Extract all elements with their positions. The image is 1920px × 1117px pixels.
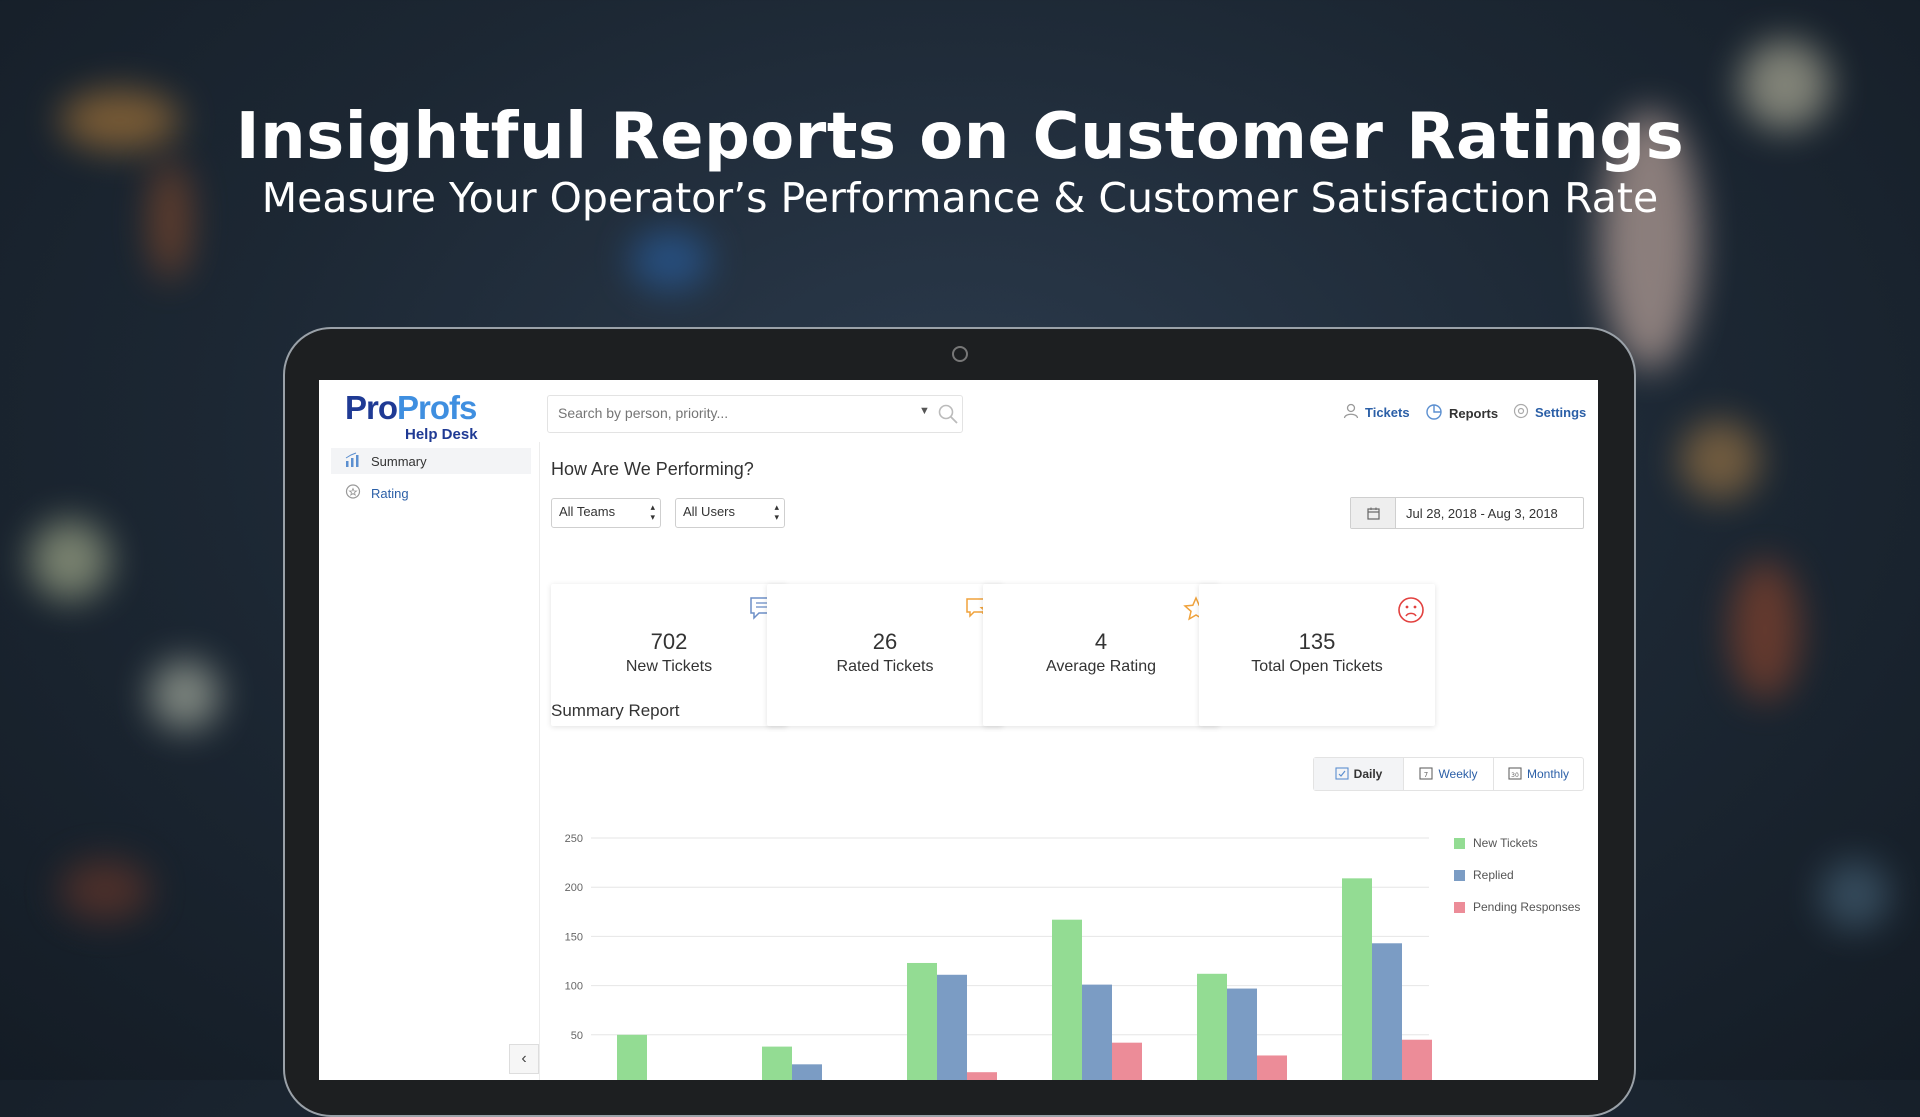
stat-value: 135 bbox=[1298, 629, 1336, 654]
bar-pending-responses[interactable] bbox=[1257, 1055, 1287, 1080]
nav-settings-label: Settings bbox=[1535, 405, 1587, 420]
period-label: Monthly bbox=[1526, 767, 1570, 781]
legend-swatch bbox=[1454, 901, 1465, 913]
nav-settings[interactable]: Settings bbox=[1513, 403, 1586, 422]
legend-label: Pending Responses bbox=[1473, 900, 1581, 914]
sidebar-item-label: Summary bbox=[371, 453, 427, 469]
search-input[interactable] bbox=[556, 404, 900, 422]
bar-pending-responses[interactable] bbox=[967, 1072, 997, 1080]
svg-text:30: 30 bbox=[1511, 772, 1519, 779]
camera-icon bbox=[952, 346, 968, 362]
nav-reports[interactable]: Reports bbox=[1425, 403, 1498, 424]
legend-swatch bbox=[1454, 869, 1465, 881]
hero-subtitle: Measure Your Operator’s Performance & Cu… bbox=[261, 174, 1659, 222]
y-tick-label: 200 bbox=[565, 882, 583, 894]
team-select-value: All Teams bbox=[559, 504, 616, 519]
nav-tickets-label: Tickets bbox=[1365, 405, 1410, 420]
stat-value: 702 bbox=[650, 629, 688, 654]
collapse-sidebar-button[interactable]: ‹ bbox=[509, 1044, 539, 1074]
nav-reports-label: Reports bbox=[1449, 406, 1499, 421]
calendar-30-icon: 30 bbox=[1508, 766, 1522, 783]
logo-subtitle: Help Desk bbox=[405, 426, 478, 443]
legend-label: Replied bbox=[1473, 868, 1514, 882]
stat-value: 26 bbox=[872, 629, 898, 654]
period-label: Weekly bbox=[1438, 767, 1478, 781]
stat-card-average-rating: 4 Average Rating bbox=[983, 584, 1219, 726]
bar-pending-responses[interactable] bbox=[1112, 1042, 1142, 1080]
logo[interactable]: ProProfs Help Desk bbox=[345, 389, 478, 444]
search-box[interactable]: ▼ bbox=[547, 395, 963, 433]
stat-card-new-tickets: 702 New Tickets bbox=[551, 584, 787, 726]
hero-title: Insightful Reports on Customer Ratings bbox=[235, 100, 1685, 174]
sidebar-item-rating[interactable]: Rating bbox=[331, 480, 531, 506]
background-bokeh bbox=[30, 40, 1890, 930]
period-weekly-button[interactable]: 7 Weekly bbox=[1404, 758, 1494, 790]
stat-label: Average Rating bbox=[1046, 658, 1156, 675]
search-dropdown-icon[interactable]: ▼ bbox=[919, 405, 930, 417]
chat-rating-icon bbox=[345, 483, 361, 503]
y-tick-label: 50 bbox=[571, 1030, 583, 1042]
bar-replied[interactable] bbox=[1227, 988, 1257, 1080]
bar-new-tickets[interactable] bbox=[1052, 919, 1082, 1080]
legend-item-new-tickets[interactable]: New Tickets bbox=[1454, 836, 1538, 850]
calendar-icon[interactable] bbox=[1351, 498, 1396, 528]
bar-replied[interactable] bbox=[937, 974, 967, 1080]
select-arrows-icon: ▴ ▾ bbox=[650, 502, 655, 522]
logo-pro: Pro bbox=[345, 389, 398, 426]
chevron-left-icon: ‹ bbox=[521, 1050, 527, 1067]
stat-card-rated-tickets: 26 Rated Tickets bbox=[767, 584, 1003, 726]
user-select-value: All Users bbox=[683, 504, 736, 519]
legend-item-pending-responses[interactable]: Pending Responses bbox=[1454, 900, 1580, 914]
page-title: How Are We Performing? bbox=[551, 459, 754, 479]
summary-report-title: Summary Report bbox=[551, 701, 680, 720]
logo-profs: Profs bbox=[397, 389, 477, 426]
period-label: Daily bbox=[1353, 767, 1383, 781]
stat-value: 4 bbox=[1094, 629, 1108, 654]
bar-pending-responses[interactable] bbox=[1402, 1039, 1432, 1080]
sidebar-item-summary[interactable]: Summary bbox=[331, 448, 531, 474]
date-range-picker[interactable]: Jul 28, 2018 - Aug 3, 2018 bbox=[1350, 497, 1584, 529]
stat-card-total-open-tickets: 135 Total Open Tickets bbox=[1199, 584, 1435, 726]
bar-new-tickets[interactable] bbox=[907, 962, 937, 1080]
legend-swatch bbox=[1454, 837, 1465, 849]
summary-bar-chart: 050100150200250 bbox=[565, 833, 1432, 1080]
pie-chart-icon bbox=[1425, 403, 1443, 424]
search-icon[interactable] bbox=[938, 404, 958, 429]
sad-face-icon bbox=[1397, 596, 1425, 629]
bar-new-tickets[interactable] bbox=[1342, 878, 1372, 1080]
user-icon bbox=[1343, 403, 1359, 422]
user-select[interactable]: All Users ▴ ▾ bbox=[675, 498, 785, 528]
bar-chart-icon bbox=[345, 452, 361, 471]
period-toggle: Daily 7 Weekly 30 Monthly bbox=[1313, 757, 1584, 791]
bar-new-tickets[interactable] bbox=[762, 1046, 792, 1080]
bar-new-tickets[interactable] bbox=[1197, 973, 1227, 1080]
calendar-7-icon: 7 bbox=[1419, 766, 1433, 783]
gear-icon bbox=[1513, 403, 1529, 422]
stat-label: Rated Tickets bbox=[836, 658, 934, 675]
stat-label: Total Open Tickets bbox=[1251, 658, 1383, 675]
stat-label: New Tickets bbox=[625, 658, 713, 675]
date-range-value: Jul 28, 2018 - Aug 3, 2018 bbox=[1406, 506, 1558, 521]
select-arrows-icon: ▴ ▾ bbox=[774, 502, 779, 522]
bar-replied[interactable] bbox=[1082, 984, 1112, 1080]
legend-item-replied[interactable]: Replied bbox=[1454, 868, 1514, 882]
sidebar: Summary Rating bbox=[319, 442, 540, 1080]
svg-text:7: 7 bbox=[1424, 771, 1428, 779]
period-monthly-button[interactable]: 30 Monthly bbox=[1494, 758, 1583, 790]
bar-new-tickets[interactable] bbox=[617, 1034, 647, 1080]
calendar-check-icon bbox=[1335, 766, 1349, 783]
bar-replied[interactable] bbox=[1372, 943, 1402, 1080]
legend-label: New Tickets bbox=[1473, 836, 1538, 850]
y-tick-label: 100 bbox=[565, 981, 583, 993]
y-tick-label: 150 bbox=[565, 931, 583, 943]
app-screen: ProProfs Help Desk ▼ Tickets Reports Set… bbox=[319, 380, 1598, 1080]
bar-replied[interactable] bbox=[792, 1064, 822, 1080]
sidebar-item-label: Rating bbox=[371, 485, 409, 501]
team-select[interactable]: All Teams ▴ ▾ bbox=[551, 498, 661, 528]
nav-tickets[interactable]: Tickets bbox=[1343, 403, 1410, 422]
y-tick-label: 250 bbox=[565, 833, 583, 845]
period-daily-button[interactable]: Daily bbox=[1314, 758, 1404, 790]
